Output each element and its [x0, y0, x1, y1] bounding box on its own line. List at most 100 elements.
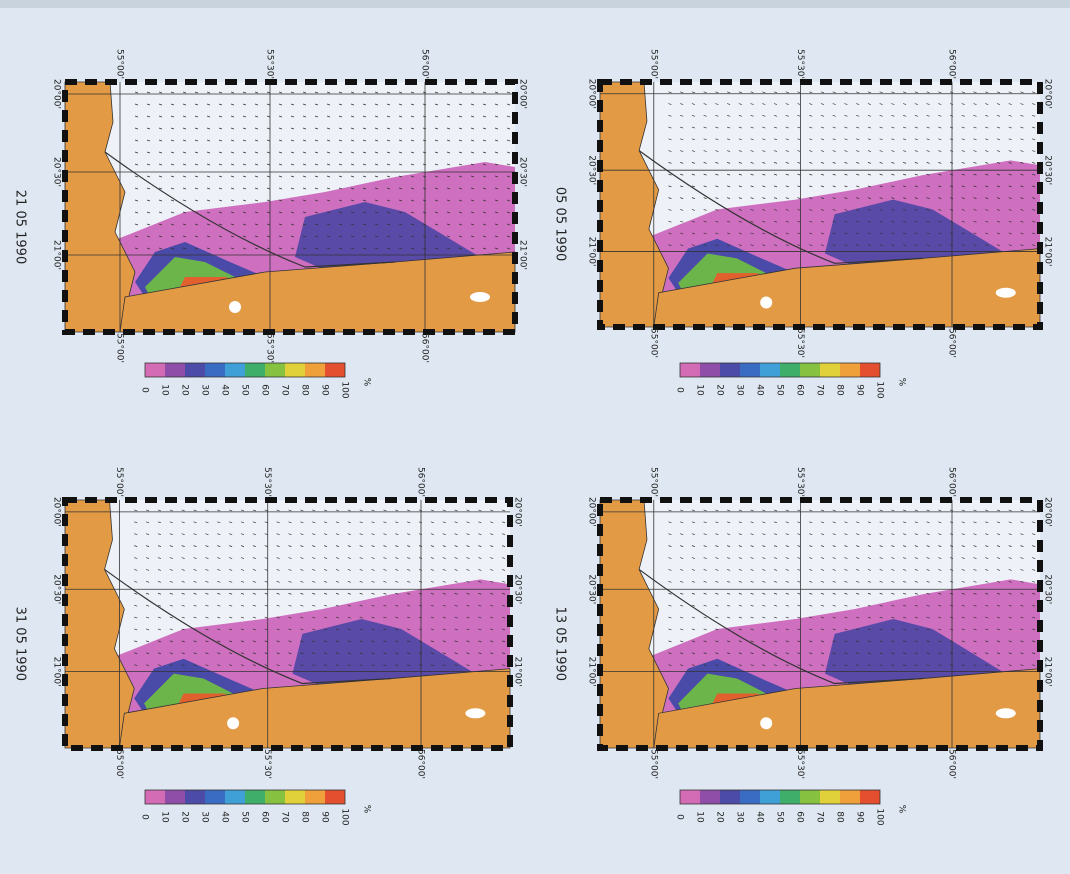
latitude-label: 20°00': [52, 497, 62, 527]
colorbar-segment: [680, 363, 700, 377]
longitude-label: 55°30': [265, 49, 275, 79]
colorbar-tick-label: 50: [775, 384, 785, 396]
island: [996, 288, 1016, 298]
colorbar-tick-label: 10: [160, 811, 170, 823]
colorbar-tick-label: 60: [260, 384, 270, 396]
colorbar-tick-label: 100: [340, 381, 350, 398]
latitude-label: 21°00': [1043, 237, 1053, 267]
colorbar-tick-label: 70: [815, 811, 825, 823]
colorbar-segment: [145, 790, 165, 804]
colorbar-segment: [145, 363, 165, 377]
colorbar-tick-label: 60: [795, 384, 805, 396]
colorbar-tick-label: 10: [160, 384, 170, 396]
longitude-label: 56°00': [947, 749, 957, 779]
latitude-label: 21°00': [1043, 657, 1053, 687]
colorbar-tick-label: 20: [180, 384, 190, 396]
longitude-label: 55°00': [648, 467, 658, 497]
longitude-label: 55°30': [795, 49, 805, 79]
longitude-label: 55°00': [114, 467, 124, 497]
colorbar-segment: [840, 790, 860, 804]
longitude-label: 55°30': [262, 749, 272, 779]
latitude-label: 20°30': [52, 574, 62, 604]
colorbar-tick-label: 70: [280, 384, 290, 396]
colorbar-tick-label: 70: [280, 811, 290, 823]
colorbar-tick-label: 60: [795, 811, 805, 823]
island: [996, 708, 1016, 718]
colorbar-tick-label: 30: [200, 811, 210, 823]
colorbar-segment: [305, 363, 325, 377]
colorbar-tick-label: 40: [220, 384, 230, 396]
longitude-label: 56°00': [420, 49, 430, 79]
colorbar-segment: [185, 363, 205, 377]
colorbar-tick-label: 90: [320, 384, 330, 396]
colorbar-segment: [245, 363, 265, 377]
map-panel: [600, 82, 1040, 327]
colorbar-segment: [740, 363, 760, 377]
colorbar-tick-label: 60: [260, 811, 270, 823]
latitude-label: 20°30': [587, 574, 597, 604]
island: [470, 292, 490, 302]
colorbar-tick-label: 0: [140, 814, 150, 820]
colorbar-segment: [285, 790, 305, 804]
map-panel: [600, 500, 1040, 748]
latitude-label: 21°00': [587, 657, 597, 687]
longitude-label: 56°00': [416, 749, 426, 779]
colorbar-unit: %: [897, 378, 907, 387]
longitude-label: 55°00': [648, 749, 658, 779]
latitude-label: 20°30': [518, 157, 528, 187]
longitude-label: 55°00': [115, 49, 125, 79]
map-panel: [65, 82, 515, 332]
longitude-label: 56°00': [420, 333, 430, 363]
colorbar-tick-label: 10: [695, 384, 705, 396]
latitude-label: 20°00': [1043, 79, 1053, 109]
panel-date: 21 05 1990: [13, 190, 28, 264]
scanned-page: 55°00' 55°00' 55°30' 55°30' 56°00' 56°00' 20°0…: [0, 0, 1070, 874]
colorbar-tick-label: 100: [875, 381, 885, 398]
longitude-label: 55°00': [115, 333, 125, 363]
longitude-label: 56°00': [947, 467, 957, 497]
latitude-label: 20°30': [52, 157, 62, 187]
colorbar-tick-label: 90: [320, 811, 330, 823]
colorbar-tick-label: 40: [755, 384, 765, 396]
colorbar-tick-label: 0: [675, 814, 685, 820]
latitude-label: 21°00': [52, 657, 62, 687]
colorbar-tick-label: 70: [815, 384, 825, 396]
latitude-label: 21°00': [52, 240, 62, 270]
island: [229, 301, 241, 313]
longitude-label: 55°00': [648, 49, 658, 79]
colorbar-segment: [325, 790, 345, 804]
colorbar-tick-label: 40: [220, 811, 230, 823]
colorbar-unit: %: [897, 805, 907, 814]
colorbar-segment: [720, 363, 740, 377]
colorbar-tick-label: 30: [200, 384, 210, 396]
colorbar-unit: %: [362, 805, 372, 814]
panel-date: 05 05 1990: [553, 187, 568, 261]
colorbar-tick-label: 40: [755, 811, 765, 823]
colorbar-tick-label: 50: [240, 384, 250, 396]
colorbar-tick-label: 50: [775, 811, 785, 823]
colorbar-tick-label: 80: [300, 384, 310, 396]
colorbar-tick-label: 0: [675, 387, 685, 393]
longitude-label: 56°00': [947, 49, 957, 79]
map-panel: [65, 500, 510, 748]
latitude-label: 20°00': [587, 497, 597, 527]
colorbar-segment: [225, 790, 245, 804]
colorbar-tick-label: 10: [695, 811, 705, 823]
latitude-label: 20°30': [513, 574, 523, 604]
island: [760, 297, 772, 309]
colorbar-tick-label: 80: [835, 384, 845, 396]
colorbar-segment: [760, 790, 780, 804]
latitude-label: 20°00': [52, 79, 62, 109]
panel-date: 31 05 1990: [13, 607, 28, 681]
colorbar-tick-label: 90: [855, 811, 865, 823]
latitude-label: 20°00': [513, 497, 523, 527]
colorbar-tick-label: 30: [735, 811, 745, 823]
colorbar-segment: [840, 363, 860, 377]
longitude-label: 55°00': [114, 749, 124, 779]
colorbar-segment: [860, 790, 880, 804]
colorbar-segment: [820, 363, 840, 377]
colorbar-tick-label: 100: [875, 808, 885, 825]
colorbar-segment: [265, 790, 285, 804]
latitude-label: 20°00': [1043, 497, 1053, 527]
colorbar-unit: %: [362, 378, 372, 387]
